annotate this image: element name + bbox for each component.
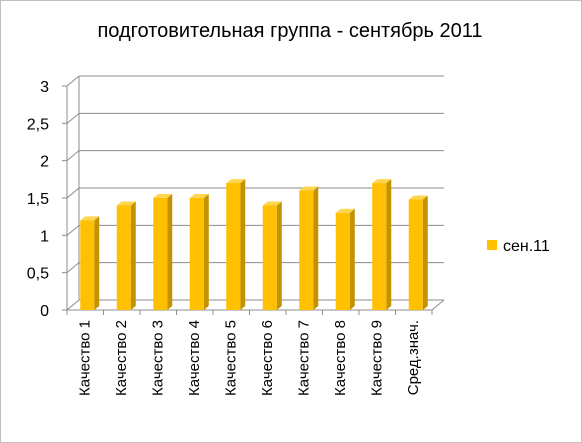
chart-title: подготовительная группа - сентябрь 2011 (97, 20, 483, 42)
bar (189, 198, 204, 310)
bar (80, 220, 95, 310)
bar-top (408, 195, 428, 200)
grid-diagonal (66, 224, 80, 236)
y-tick-label: 1 (40, 228, 49, 245)
bar-side (313, 186, 319, 310)
x-tick-label: Качество 2 (113, 320, 130, 396)
bar-top (153, 194, 173, 198)
floor-edge (431, 299, 445, 311)
bar-side (240, 179, 246, 310)
grid-diagonal (66, 112, 80, 124)
x-tick-label: Сред.знач. (405, 320, 422, 395)
bar-top (116, 201, 136, 206)
bar-side (203, 194, 209, 310)
y-tick-label: 1,5 (27, 191, 49, 208)
bar-top (372, 179, 392, 184)
x-tick-label: Качество 4 (186, 320, 203, 396)
y-tick-label: 2,5 (27, 116, 49, 133)
bar (408, 199, 423, 310)
bar (372, 183, 387, 310)
y-tick-label: 2 (40, 154, 49, 171)
bar-side (386, 179, 392, 310)
bar-side (94, 216, 100, 310)
grid-diagonal (66, 262, 80, 274)
x-tick-label: Качество 7 (295, 320, 312, 396)
bar-top (80, 216, 100, 221)
bar (153, 198, 168, 310)
bar-side (276, 201, 282, 310)
grid-diagonal (66, 299, 80, 311)
y-tick-label: 0 (40, 303, 49, 320)
bar (226, 183, 241, 310)
bar-side (349, 208, 355, 310)
bar-top (189, 194, 209, 198)
x-tick-label: Качество 3 (149, 320, 166, 396)
y-tick-label: 3 (40, 79, 49, 96)
bar-top (262, 201, 282, 206)
grid-diagonal (66, 150, 80, 162)
x-tick-label: Качество 6 (259, 320, 276, 396)
bar-side (130, 201, 136, 310)
bar-top (299, 186, 319, 191)
bar (335, 212, 350, 310)
legend-swatch (487, 240, 497, 250)
bar-side (167, 194, 173, 310)
grid-diagonal (66, 187, 80, 199)
legend-label: сен.11 (503, 238, 550, 255)
bar-top (335, 208, 355, 213)
x-tick-label: Качество 8 (332, 320, 349, 396)
grid-diagonal (66, 75, 80, 87)
bar-top (226, 179, 246, 184)
bar (262, 205, 277, 310)
x-tick-label: Качество 5 (222, 320, 239, 396)
x-tick-label: Качество 1 (76, 320, 93, 396)
bar (299, 190, 314, 310)
bar-side (422, 195, 428, 310)
x-tick-label: Качество 9 (368, 320, 385, 396)
y-tick-label: 0,5 (27, 266, 49, 283)
bar (116, 205, 131, 310)
